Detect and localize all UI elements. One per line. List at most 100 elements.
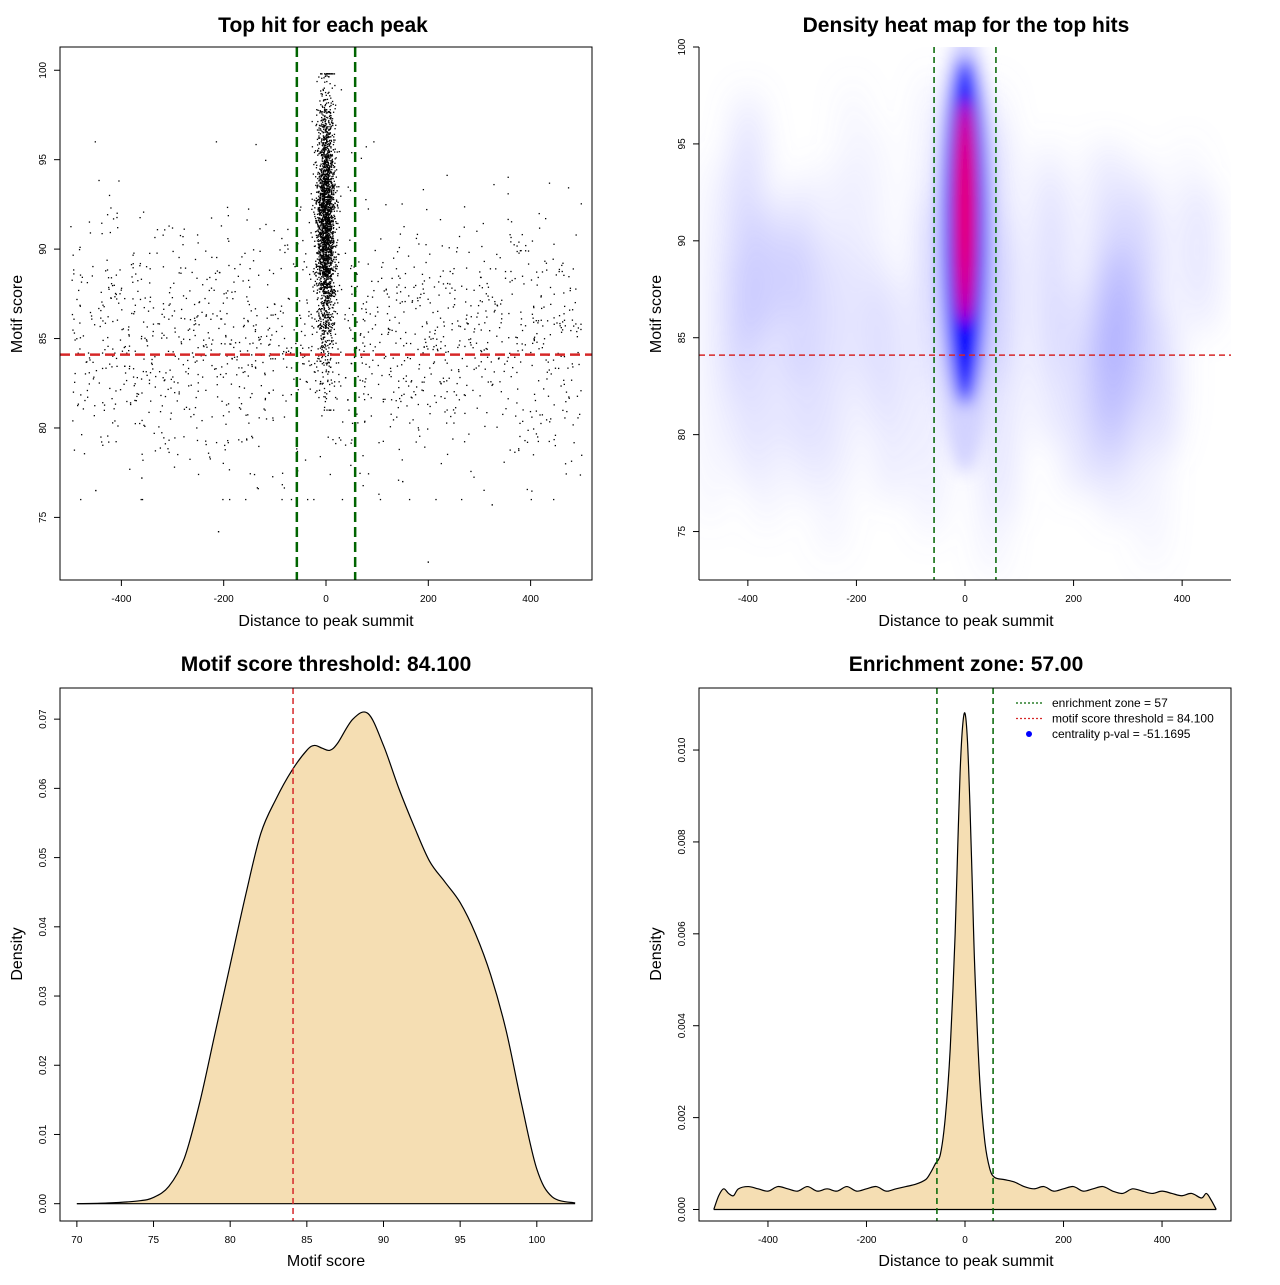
scatter-point [118,302,120,304]
scatter-point [324,125,326,128]
scatter-point [325,255,327,257]
scatter-point [319,270,321,272]
scatter-point [247,364,249,366]
scatter-point [324,181,327,184]
scatter-point [318,213,321,215]
scatter-point [316,213,319,215]
scatter-point [321,142,323,144]
scatter-point [447,351,449,353]
scatter-point [331,249,333,252]
scatter-point [206,346,208,348]
scatter-point [283,350,285,353]
scatter-point [318,308,320,311]
scatter-point [483,260,485,263]
scatter-point [306,381,308,383]
scatter-point [299,352,302,354]
scatter-point [331,205,333,208]
scatter-point [340,385,342,387]
scatter-point [330,183,333,185]
scatter-point [321,158,323,160]
scatter-point [370,415,373,417]
scatter-point [92,361,94,364]
scatter-point [74,339,76,341]
scatter-point [429,413,431,415]
scatter-point [332,73,334,75]
y-tick-label: 100 [38,61,49,78]
scatter-point [552,258,554,260]
scatter-point [320,209,323,211]
scatter-point [328,244,331,246]
scatter-point [537,320,540,322]
scatter-point [318,276,320,279]
scatter-point [316,311,318,313]
scatter-point [328,111,331,113]
scatter-point [362,342,364,344]
scatter-point [466,322,468,324]
scatter-point [323,151,325,154]
scatter-point [116,365,118,368]
scatter-point [107,277,110,279]
scatter-point [335,157,337,159]
scatter-point [319,326,321,329]
scatter-point [320,301,322,304]
scatter-point [322,106,324,108]
distance-density-x-label: Distance to peak summit [878,1253,1054,1270]
scatter-point [325,183,328,185]
scatter-point [128,365,131,368]
scatter-point [113,408,115,410]
scatter-point [86,361,88,363]
scatter-point [317,230,320,233]
scatter-point [321,130,323,133]
heatmap-reference-lines [699,47,1231,580]
scatter-point [319,328,321,330]
scatter-point [331,324,334,327]
scatter-point [334,202,336,205]
scatter-point [316,114,318,116]
scatter-point [187,359,189,362]
scatter-point [319,324,321,326]
scatter-point [486,348,488,350]
scatter-point [434,333,436,335]
scatter-point [319,380,322,383]
scatter-point [327,214,329,216]
scatter-point [329,175,331,177]
scatter-point [320,352,322,354]
scatter-point [536,332,538,335]
scatter-point [522,420,524,423]
scatter-point [281,237,283,240]
scatter-point [249,473,251,475]
scatter-point [403,360,406,362]
scatter-point [454,289,456,291]
scatter-point [314,280,317,283]
scatter-point [174,437,176,439]
scatter-point [333,292,335,294]
scatter-point [536,284,538,286]
scatter-point [323,396,325,398]
scatter-point [82,408,85,410]
scatter-point [115,293,117,296]
scatter-point [330,115,332,117]
scatter-point [322,318,324,321]
scatter-point [322,289,325,291]
scatter-point [333,205,335,207]
scatter-point [316,221,318,223]
scatter-point [273,303,276,305]
scatter-point [467,323,469,325]
scatter-point [330,340,333,342]
scatter-point [463,226,465,228]
scatter-point [317,109,319,112]
scatter-point [326,161,329,164]
scatter-point [289,352,292,354]
scatter-point [166,337,168,339]
scatter-point [499,257,501,259]
scatter-point [362,318,364,321]
scatter-point [325,187,327,190]
scatter-point [452,438,454,440]
scatter-point [238,397,240,399]
scatter-point [547,395,550,397]
scatter-point [326,303,329,305]
distance-density-y-label: Density [648,927,665,980]
heatmap-x-label: Distance to peak summit [878,613,1054,630]
scatter-point [323,202,326,205]
scatter-point [329,198,331,200]
